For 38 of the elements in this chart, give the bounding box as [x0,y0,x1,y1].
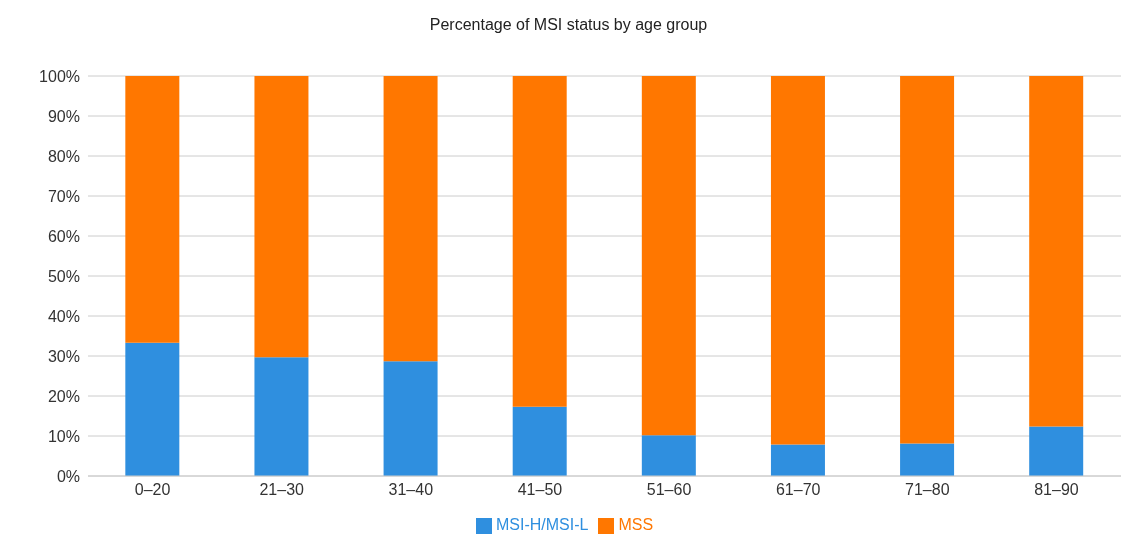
bar [383,361,438,476]
bar [1029,76,1084,427]
y-tick-label: 80% [47,147,80,165]
y-tick-label: 100% [39,67,80,85]
y-tick-label: 70% [47,187,80,205]
bar [254,76,309,358]
y-tick-label: 60% [47,227,80,245]
legend-label: MSI-H/MSI-L [495,516,589,533]
x-tick-label: 51–60 [646,481,692,499]
x-tick-label: 31–40 [388,481,434,499]
bar [125,342,180,476]
bar [900,443,955,476]
bar [770,76,825,445]
chart-title: Percentage of MSI status by age group [428,15,709,35]
bar [383,76,438,362]
bar [900,76,955,444]
y-tick-label: 90% [47,107,80,125]
bar [641,435,696,476]
y-tick-label: 10% [47,427,80,445]
legend-label: MSS [618,516,654,533]
y-tick-label: 40% [47,307,80,325]
x-tick-label: 71–80 [905,481,950,499]
bar [641,76,696,436]
y-tick-label: 50% [47,267,80,285]
bar [254,357,309,476]
bar [1029,426,1084,476]
x-tick-label: 61–70 [775,481,821,499]
bar [770,444,825,476]
y-tick-label: 20% [47,387,80,405]
x-tick-label: 81–90 [1034,481,1079,499]
bar [512,76,567,407]
x-tick-label: 41–50 [517,481,563,499]
x-tick-label: 21–30 [259,481,305,499]
y-tick-label: 0% [56,467,80,485]
x-tick-label: 0–20 [134,481,171,499]
bar [512,406,567,476]
bar [125,76,180,343]
y-tick-label: 30% [47,347,80,365]
